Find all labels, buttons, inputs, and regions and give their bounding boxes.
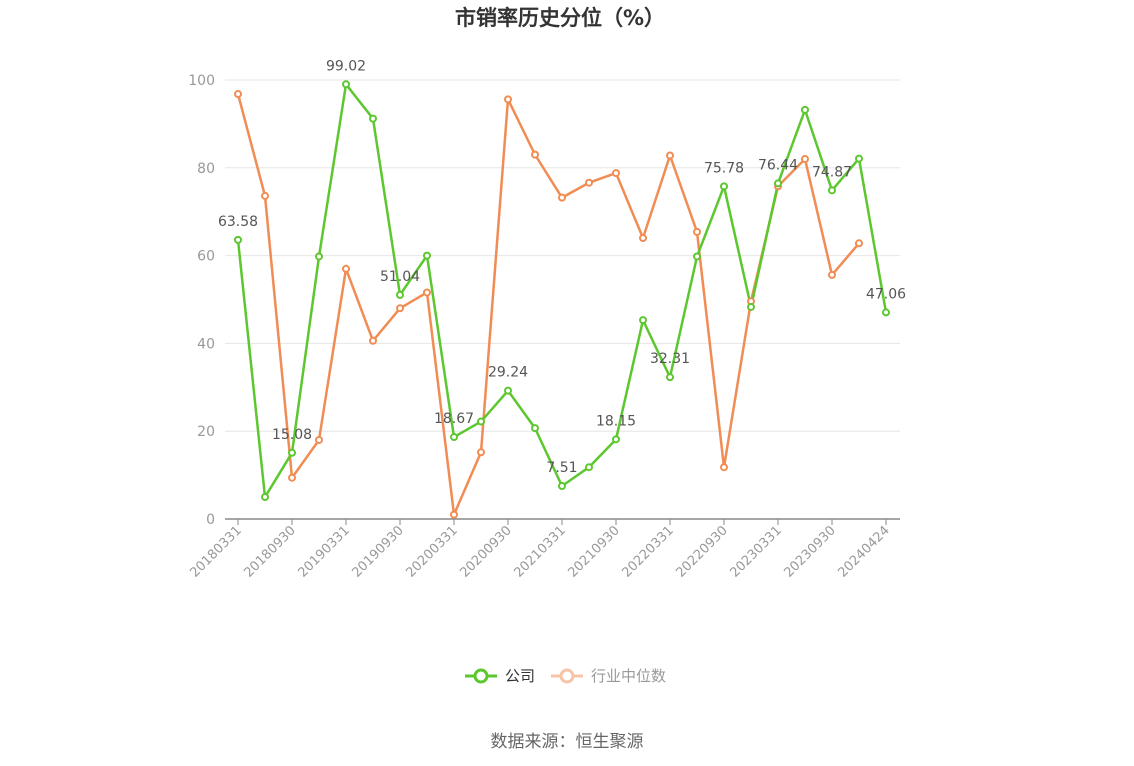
x-tick-label: 20240424 [835, 523, 892, 580]
y-tick-label: 80 [197, 161, 215, 177]
data-point[interactable] [396, 304, 404, 313]
x-tick-label: 20200930 [457, 523, 514, 580]
data-point[interactable] [585, 463, 593, 472]
series-points [234, 80, 890, 519]
y-tick-label: 20 [197, 424, 215, 440]
grid-lines [225, 79, 900, 432]
data-point[interactable] [855, 154, 863, 163]
data-point[interactable] [423, 251, 431, 260]
y-tick-label: 100 [188, 73, 215, 89]
legend-label: 行业中位数 [591, 667, 666, 685]
legend-label: 公司 [505, 667, 535, 685]
data-point[interactable] [693, 227, 701, 236]
data-label: 75.78 [704, 160, 744, 176]
x-tick-label: 20220331 [619, 523, 676, 580]
series-lines [236, 83, 888, 516]
data-point[interactable] [720, 463, 728, 472]
x-tick-label: 20200331 [403, 523, 460, 580]
data-label: 99.02 [326, 58, 366, 74]
data-point[interactable] [450, 433, 458, 442]
legend[interactable]: 公司 行业中位数 [465, 667, 666, 685]
data-point[interactable] [855, 239, 863, 248]
data-label: 51.04 [380, 269, 420, 285]
x-axis: 2018033120180930201903312019093020200331… [187, 518, 900, 581]
x-tick-label: 20180930 [241, 523, 298, 580]
data-point[interactable] [666, 373, 674, 382]
data-point[interactable] [234, 235, 242, 244]
data-point[interactable] [288, 448, 296, 457]
data-label: 18.67 [434, 411, 474, 427]
source-text: 数据来源：恒生聚源 [491, 732, 644, 752]
data-point[interactable] [639, 234, 647, 243]
data-point[interactable] [477, 417, 485, 426]
legend-marker [473, 668, 489, 684]
data-point[interactable] [585, 178, 593, 187]
data-point[interactable] [720, 182, 728, 191]
data-point[interactable] [234, 90, 242, 99]
data-point[interactable] [882, 308, 890, 317]
legend-item-0[interactable]: 公司 [465, 667, 535, 685]
x-tick-label: 20210930 [565, 523, 622, 580]
data-labels: 63.58 15.08 99.02 51.04 18.67 29.24 7.51 18.15 3… [218, 58, 906, 476]
data-point[interactable] [531, 424, 539, 433]
x-tick-label: 20220930 [673, 523, 730, 580]
data-point[interactable] [801, 155, 809, 164]
data-point[interactable] [612, 435, 620, 444]
data-point[interactable] [315, 435, 323, 444]
data-point[interactable] [612, 169, 620, 178]
data-label: 76.44 [758, 157, 798, 173]
series-line-0 [236, 83, 888, 499]
x-tick-label: 20190331 [295, 523, 352, 580]
data-point[interactable] [801, 105, 809, 114]
data-point[interactable] [423, 288, 431, 297]
legend-item-1[interactable]: 行业中位数 [551, 667, 666, 685]
data-point[interactable] [531, 150, 539, 159]
y-tick-label: 40 [197, 336, 215, 352]
data-point[interactable] [450, 510, 458, 519]
data-point[interactable] [369, 114, 377, 123]
data-label: 7.51 [546, 460, 577, 476]
data-point[interactable] [693, 252, 701, 261]
data-point[interactable] [666, 151, 674, 160]
data-point[interactable] [315, 252, 323, 261]
chart-title: 市销率历史分位（%） [455, 6, 665, 30]
data-point[interactable] [639, 316, 647, 325]
data-label: 29.24 [488, 365, 528, 381]
data-label: 47.06 [866, 286, 906, 302]
data-label: 18.15 [596, 413, 636, 429]
data-label: 74.87 [812, 164, 852, 180]
data-point[interactable] [504, 386, 512, 395]
data-point[interactable] [342, 80, 350, 89]
data-point[interactable] [261, 191, 269, 200]
data-label: 15.08 [272, 427, 312, 443]
x-tick-label: 20210331 [511, 523, 568, 580]
data-point[interactable] [558, 482, 566, 491]
data-point[interactable] [261, 493, 269, 502]
x-tick-label: 20190930 [349, 523, 406, 580]
y-tick-label: 0 [206, 512, 215, 528]
data-point[interactable] [747, 302, 755, 311]
data-point[interactable] [342, 264, 350, 273]
data-label: 63.58 [218, 214, 258, 230]
y-tick-label: 60 [197, 249, 215, 265]
data-point[interactable] [504, 95, 512, 104]
data-point[interactable] [558, 193, 566, 202]
data-point[interactable] [288, 473, 296, 482]
data-point[interactable] [774, 179, 782, 188]
x-tick-label: 20230331 [727, 523, 784, 580]
data-point[interactable] [477, 448, 485, 457]
data-label: 32.31 [650, 351, 690, 367]
x-tick-label: 20230930 [781, 523, 838, 580]
data-point[interactable] [828, 270, 836, 279]
y-axis: 0 20 40 60 80 100 [188, 73, 215, 528]
data-point[interactable] [828, 186, 836, 195]
data-point[interactable] [396, 290, 404, 299]
x-tick-label: 20180331 [187, 523, 244, 580]
legend-marker [559, 668, 575, 684]
data-point[interactable] [369, 336, 377, 345]
